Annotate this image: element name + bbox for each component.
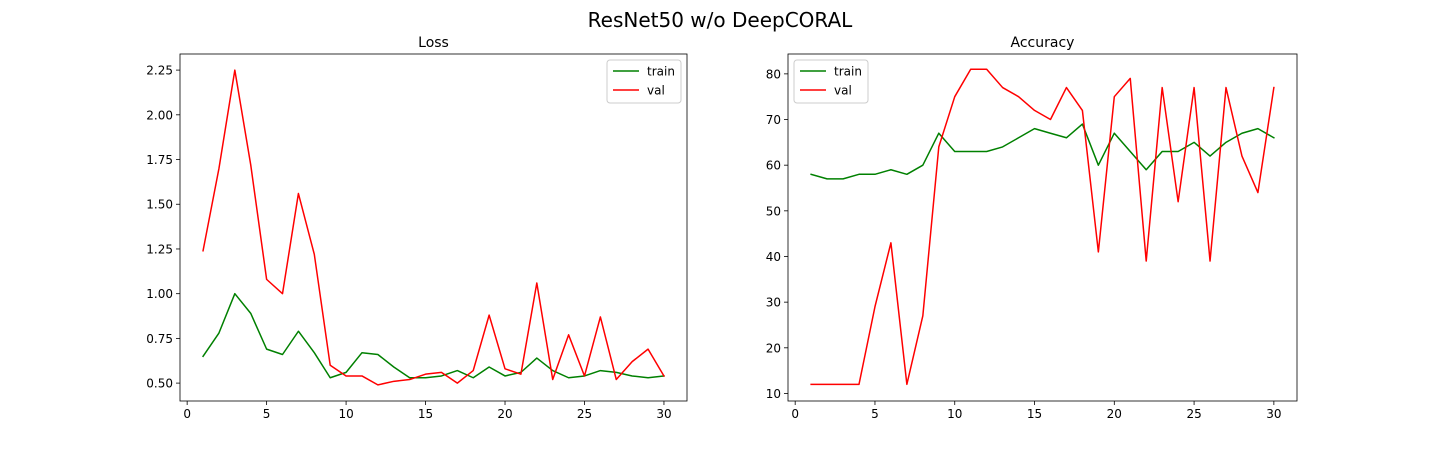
loss-y-tick-label: 0.75 bbox=[146, 332, 173, 346]
accuracy-y-tick-label: 40 bbox=[766, 250, 781, 264]
accuracy-y-tick-label: 30 bbox=[766, 296, 781, 310]
accuracy-title: Accuracy bbox=[1011, 35, 1075, 51]
accuracy-y-tick-label: 70 bbox=[766, 113, 781, 127]
loss-y-tick-label: 1.25 bbox=[146, 242, 173, 256]
loss-legend-label-train: train bbox=[647, 65, 675, 79]
accuracy-y-tick-label: 50 bbox=[766, 204, 781, 218]
accuracy-legend-label-val: val bbox=[834, 84, 852, 98]
loss-y-tick-label: 1.50 bbox=[146, 198, 173, 212]
loss-x-tick-label: 20 bbox=[497, 407, 512, 421]
loss-series-line-val bbox=[202, 69, 665, 386]
loss-x-tick-label: 0 bbox=[183, 407, 191, 421]
loss-y-tick-label: 2.25 bbox=[146, 64, 173, 78]
loss-legend: train val bbox=[606, 59, 682, 104]
accuracy-legend-label-train: train bbox=[834, 65, 862, 79]
loss-x-tick-label: 5 bbox=[263, 407, 271, 421]
accuracy-legend: train val bbox=[793, 59, 869, 104]
accuracy-axes-frame bbox=[787, 53, 1298, 402]
accuracy-series-line-val bbox=[810, 68, 1275, 386]
figure-title: ResNet50 w/o DeepCORAL bbox=[588, 8, 854, 32]
accuracy-x-tick-label: 5 bbox=[871, 407, 879, 421]
accuracy-y-tick-label: 10 bbox=[766, 387, 781, 401]
loss-series-line-train bbox=[202, 292, 665, 379]
loss-y-tick-label: 0.50 bbox=[146, 377, 173, 391]
loss-y-tick-label: 1.00 bbox=[146, 287, 173, 301]
loss-legend-label-val: val bbox=[647, 84, 665, 98]
loss-x-tick-label: 15 bbox=[418, 407, 433, 421]
loss-x-tick-label: 10 bbox=[338, 407, 353, 421]
accuracy-series-line-train bbox=[810, 123, 1275, 180]
accuracy-x-tick-label: 15 bbox=[1027, 407, 1042, 421]
accuracy-x-tick-label: 10 bbox=[947, 407, 962, 421]
loss-x-tick-label: 30 bbox=[656, 407, 671, 421]
accuracy-chart: Accuracy 0 5 10 15 20 25 30 10 20 30 40 50 60 70 80 trai… bbox=[766, 35, 1298, 421]
loss-title: Loss bbox=[418, 35, 449, 51]
loss-y-tick-label: 2.00 bbox=[146, 108, 173, 122]
accuracy-y-tick-label: 60 bbox=[766, 159, 781, 173]
accuracy-x-tick-label: 20 bbox=[1107, 407, 1122, 421]
loss-x-tick-label: 25 bbox=[577, 407, 592, 421]
accuracy-y-tick-label: 20 bbox=[766, 341, 781, 355]
loss-chart: Loss 0 5 10 15 20 25 30 0.50 0.75 1.00 1.25 1.50 1.75… bbox=[146, 35, 688, 421]
loss-axes-frame bbox=[179, 53, 688, 402]
accuracy-y-tick-label: 80 bbox=[766, 67, 781, 81]
accuracy-x-tick-label: 0 bbox=[791, 407, 799, 421]
loss-y-tick-label: 1.75 bbox=[146, 153, 173, 167]
accuracy-x-tick-label: 30 bbox=[1266, 407, 1281, 421]
accuracy-x-tick-label: 25 bbox=[1186, 407, 1201, 421]
